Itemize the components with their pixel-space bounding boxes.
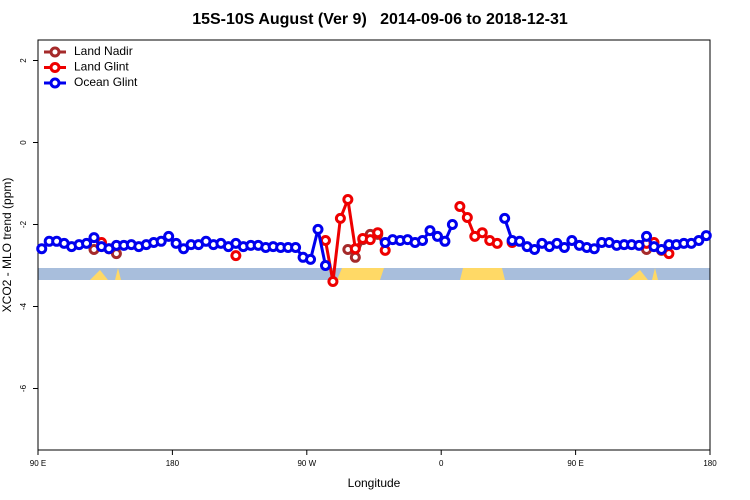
point xyxy=(491,237,503,249)
x-tick-label: 90 E xyxy=(567,459,583,468)
point xyxy=(88,232,100,244)
point xyxy=(476,227,488,239)
legend-marker xyxy=(49,62,61,73)
surface-band xyxy=(38,268,710,280)
point xyxy=(424,225,436,237)
chart-title: 15S-10S August (Ver 9) 2014-09-06 to 201… xyxy=(192,11,568,28)
x-tick-label: 90 E xyxy=(30,459,46,468)
point xyxy=(319,234,331,246)
point xyxy=(319,260,331,271)
legend-label: Land Glint xyxy=(74,60,129,74)
x-tick-label: 0 xyxy=(439,459,444,468)
point xyxy=(163,230,175,242)
y-tick-label: -4 xyxy=(19,302,28,310)
x-axis-label: Longitude xyxy=(348,476,401,490)
point xyxy=(230,250,242,262)
y-tick-label: 0 xyxy=(19,140,28,145)
point xyxy=(461,212,473,224)
point xyxy=(417,234,429,246)
point xyxy=(155,235,167,247)
land-band xyxy=(90,270,108,280)
point xyxy=(439,235,451,247)
y-axis-label: XCO2 - MLO trend (ppm) xyxy=(0,178,14,313)
land-band xyxy=(460,268,505,280)
point xyxy=(566,234,578,246)
point xyxy=(633,239,645,251)
x-tick-label: 180 xyxy=(703,459,717,468)
legend-label: Ocean Glint xyxy=(74,75,138,89)
point xyxy=(170,237,182,249)
point xyxy=(588,243,600,255)
point xyxy=(334,212,346,224)
point xyxy=(81,237,93,249)
x-tick-label: 90 W xyxy=(297,459,316,468)
point xyxy=(364,234,376,246)
point xyxy=(446,219,458,230)
point xyxy=(327,275,339,287)
point xyxy=(372,227,384,239)
legend-label: Land Nadir xyxy=(74,44,133,58)
point xyxy=(454,200,466,212)
point xyxy=(499,212,511,224)
point xyxy=(431,230,443,242)
point xyxy=(529,244,541,256)
point xyxy=(349,243,361,255)
point xyxy=(641,230,653,242)
point xyxy=(305,253,317,265)
point xyxy=(342,193,354,205)
point xyxy=(312,223,324,235)
point xyxy=(36,243,48,255)
land-band xyxy=(337,268,384,280)
point xyxy=(558,241,570,253)
point xyxy=(655,244,667,256)
point xyxy=(693,234,705,246)
land-band xyxy=(652,268,658,280)
legend-marker xyxy=(49,46,61,58)
y-tick-label: 2 xyxy=(19,58,28,63)
y-tick-label: -6 xyxy=(19,384,28,392)
legend-marker xyxy=(49,77,61,89)
land-band xyxy=(115,268,121,280)
point xyxy=(290,241,302,253)
x-tick-label: 180 xyxy=(166,459,180,468)
point xyxy=(514,235,526,247)
point xyxy=(349,251,361,263)
land-band xyxy=(628,270,648,280)
point xyxy=(700,230,712,242)
y-tick-label: -2 xyxy=(19,220,28,228)
